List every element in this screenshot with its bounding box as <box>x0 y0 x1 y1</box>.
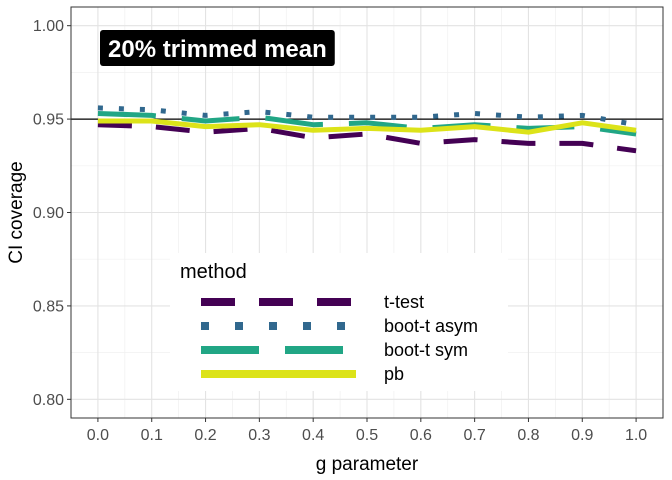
x-tick-label: 0.8 <box>517 427 539 444</box>
annotation-text: 20% trimmed mean <box>108 36 327 63</box>
legend: method t-test boot-t asym boot-t sym pb <box>170 253 508 391</box>
x-tick-label: 0.1 <box>141 427 163 444</box>
x-tick-label: 0.0 <box>87 427 109 444</box>
legend-label: t-test <box>384 292 424 312</box>
x-tick-label: 0.6 <box>410 427 432 444</box>
annotation-background <box>100 30 335 66</box>
x-tick-label: 0.9 <box>571 427 593 444</box>
y-tick-label: 1.00 <box>33 18 64 35</box>
legend-label: pb <box>384 364 404 384</box>
x-axis-ticks: 0.0 0.1 0.2 0.3 0.4 0.5 0.6 0.7 0.8 0.9 1.0 <box>87 418 647 444</box>
series-line-t-test <box>97 122 637 154</box>
x-tick-label: 0.2 <box>194 427 216 444</box>
x-tick-label: 0.3 <box>248 427 270 444</box>
y-tick-label: 0.80 <box>33 392 64 409</box>
x-axis-title: g parameter <box>316 454 419 475</box>
x-tick-label: 0.7 <box>464 427 486 444</box>
legend-title: method <box>180 261 247 283</box>
y-tick-label: 0.95 <box>33 112 64 129</box>
series-layer <box>97 105 637 154</box>
x-tick-label: 0.4 <box>302 427 324 444</box>
legend-label: boot-t sym <box>384 340 468 360</box>
legend-items: t-test boot-t asym boot-t sym pb <box>201 292 478 384</box>
y-tick-label: 0.85 <box>33 298 64 315</box>
y-tick-label: 0.90 <box>33 205 64 222</box>
x-tick-label: 1.0 <box>625 427 647 444</box>
series-line-pb <box>97 118 637 135</box>
y-axis-title: CI coverage <box>6 161 27 263</box>
y-axis-ticks: 0.80 0.85 0.90 0.95 1.00 <box>33 18 71 409</box>
legend-label: boot-t asym <box>384 316 478 336</box>
annotation-label: 20% trimmed mean <box>100 30 335 66</box>
x-tick-label: 0.5 <box>356 427 378 444</box>
